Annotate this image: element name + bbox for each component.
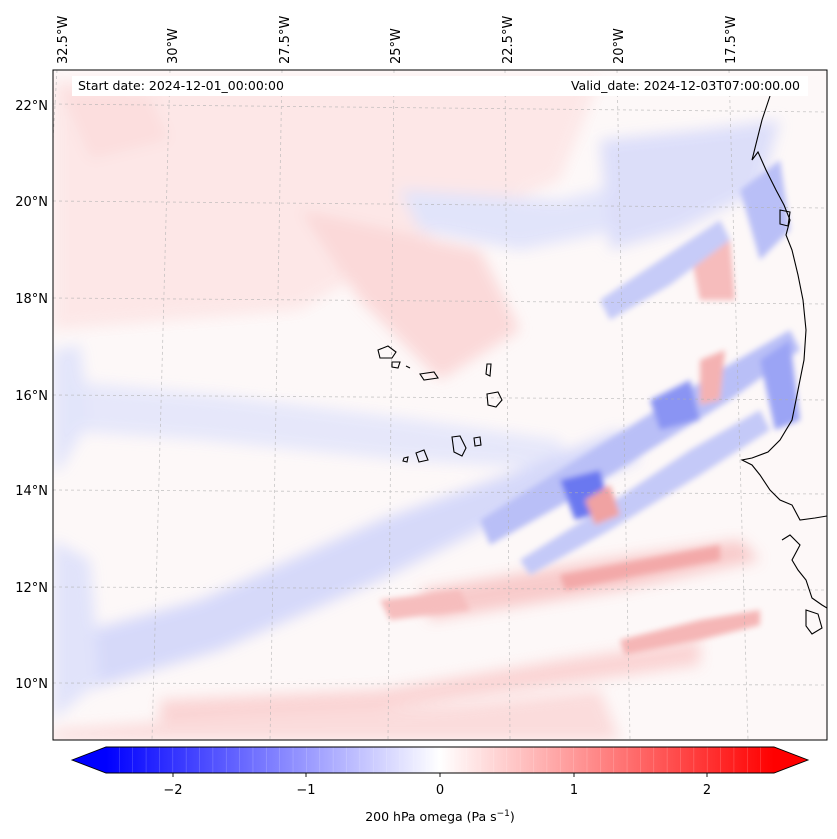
latitude-labels: 22°N 20°N 18°N 16°N 14°N 12°N 10°N: [15, 99, 48, 692]
banc-d-arguin: [779, 209, 791, 227]
island-maio: [473, 436, 482, 447]
lon-label-27.5w: 27.5°W: [278, 16, 293, 64]
west-africa-coastline: [740, 95, 827, 521]
island-sal: [485, 363, 492, 377]
omega-field: [53, 80, 800, 740]
longitude-labels: 32.5°W 30°W 27.5°W 25°W 22.5°W 20°W 17.5…: [56, 16, 739, 64]
colorbar-tick-label: 1: [570, 783, 578, 798]
colorbar-tick-label: 0: [436, 783, 444, 798]
lat-label-16n: 16°N: [15, 389, 48, 404]
header-box: [72, 76, 808, 96]
gridline-lon-25: [387, 70, 395, 740]
map-panel: Start date: 2024-12-01_00:00:00 Valid_da…: [52, 69, 828, 741]
gridline-lon-22.5: [504, 70, 511, 740]
lat-label-14n: 14°N: [15, 484, 48, 499]
island-santiago: [451, 435, 467, 457]
lat-label-20n: 20°N: [15, 195, 48, 210]
lon-label-30w: 30°W: [166, 28, 181, 64]
valid-date-label: Valid_date: 2024-12-03T07:00:00.00: [571, 78, 800, 93]
lon-label-25w: 25°W: [389, 28, 404, 64]
colorbar-ticks: −2 −1 0 1 2: [163, 773, 711, 798]
guinea-coastline: [781, 534, 827, 609]
lon-label-20w: 20°W: [612, 28, 627, 64]
coastlines: [377, 95, 827, 635]
colorbar-tick-label: −1: [296, 783, 315, 798]
lon-label-17.5w: 17.5°W: [724, 16, 739, 64]
island-boa-vista: [486, 391, 503, 408]
colorbar-tick-label: −2: [163, 783, 182, 798]
island-santa-luzia: [405, 365, 411, 369]
island-fogo: [415, 449, 429, 463]
gridline-lon-27.5: [269, 70, 283, 740]
lat-label-12n: 12°N: [15, 581, 48, 596]
start-date-label: Start date: 2024-12-01_00:00:00: [78, 78, 284, 93]
colorbar-gradient: [106, 747, 774, 773]
gridlines: [53, 70, 827, 740]
island-sao-nicolau: [419, 371, 439, 381]
lon-label-32.5w: 32.5°W: [56, 16, 71, 64]
lat-label-10n: 10°N: [15, 677, 48, 692]
island-santo-antao: [377, 345, 397, 359]
lon-label-22.5w: 22.5°W: [501, 16, 516, 64]
island-brava: [402, 456, 409, 463]
colorbar-tick-label: 2: [703, 783, 711, 798]
colorbar-outline: [70, 746, 810, 774]
island-sao-vicente: [391, 361, 401, 369]
lat-label-22n: 22°N: [15, 99, 48, 114]
map-frame: [52, 69, 828, 741]
colorbar-extend-low: [72, 747, 106, 773]
gridline-lon-30: [151, 70, 171, 740]
bijagos-islands: [805, 609, 823, 635]
colorbar-level-lines: [119, 747, 761, 773]
lat-label-18n: 18°N: [15, 292, 48, 307]
gridline-lon-17.5: [728, 70, 749, 740]
colorbar: −2 −1 0 1 2 200 hPa omega (Pa s−1): [70, 746, 810, 824]
colorbar-label: 200 hPa omega (Pa s−1): [365, 809, 515, 824]
colorbar-extend-high: [774, 747, 808, 773]
gridline-lon-20: [616, 70, 631, 740]
